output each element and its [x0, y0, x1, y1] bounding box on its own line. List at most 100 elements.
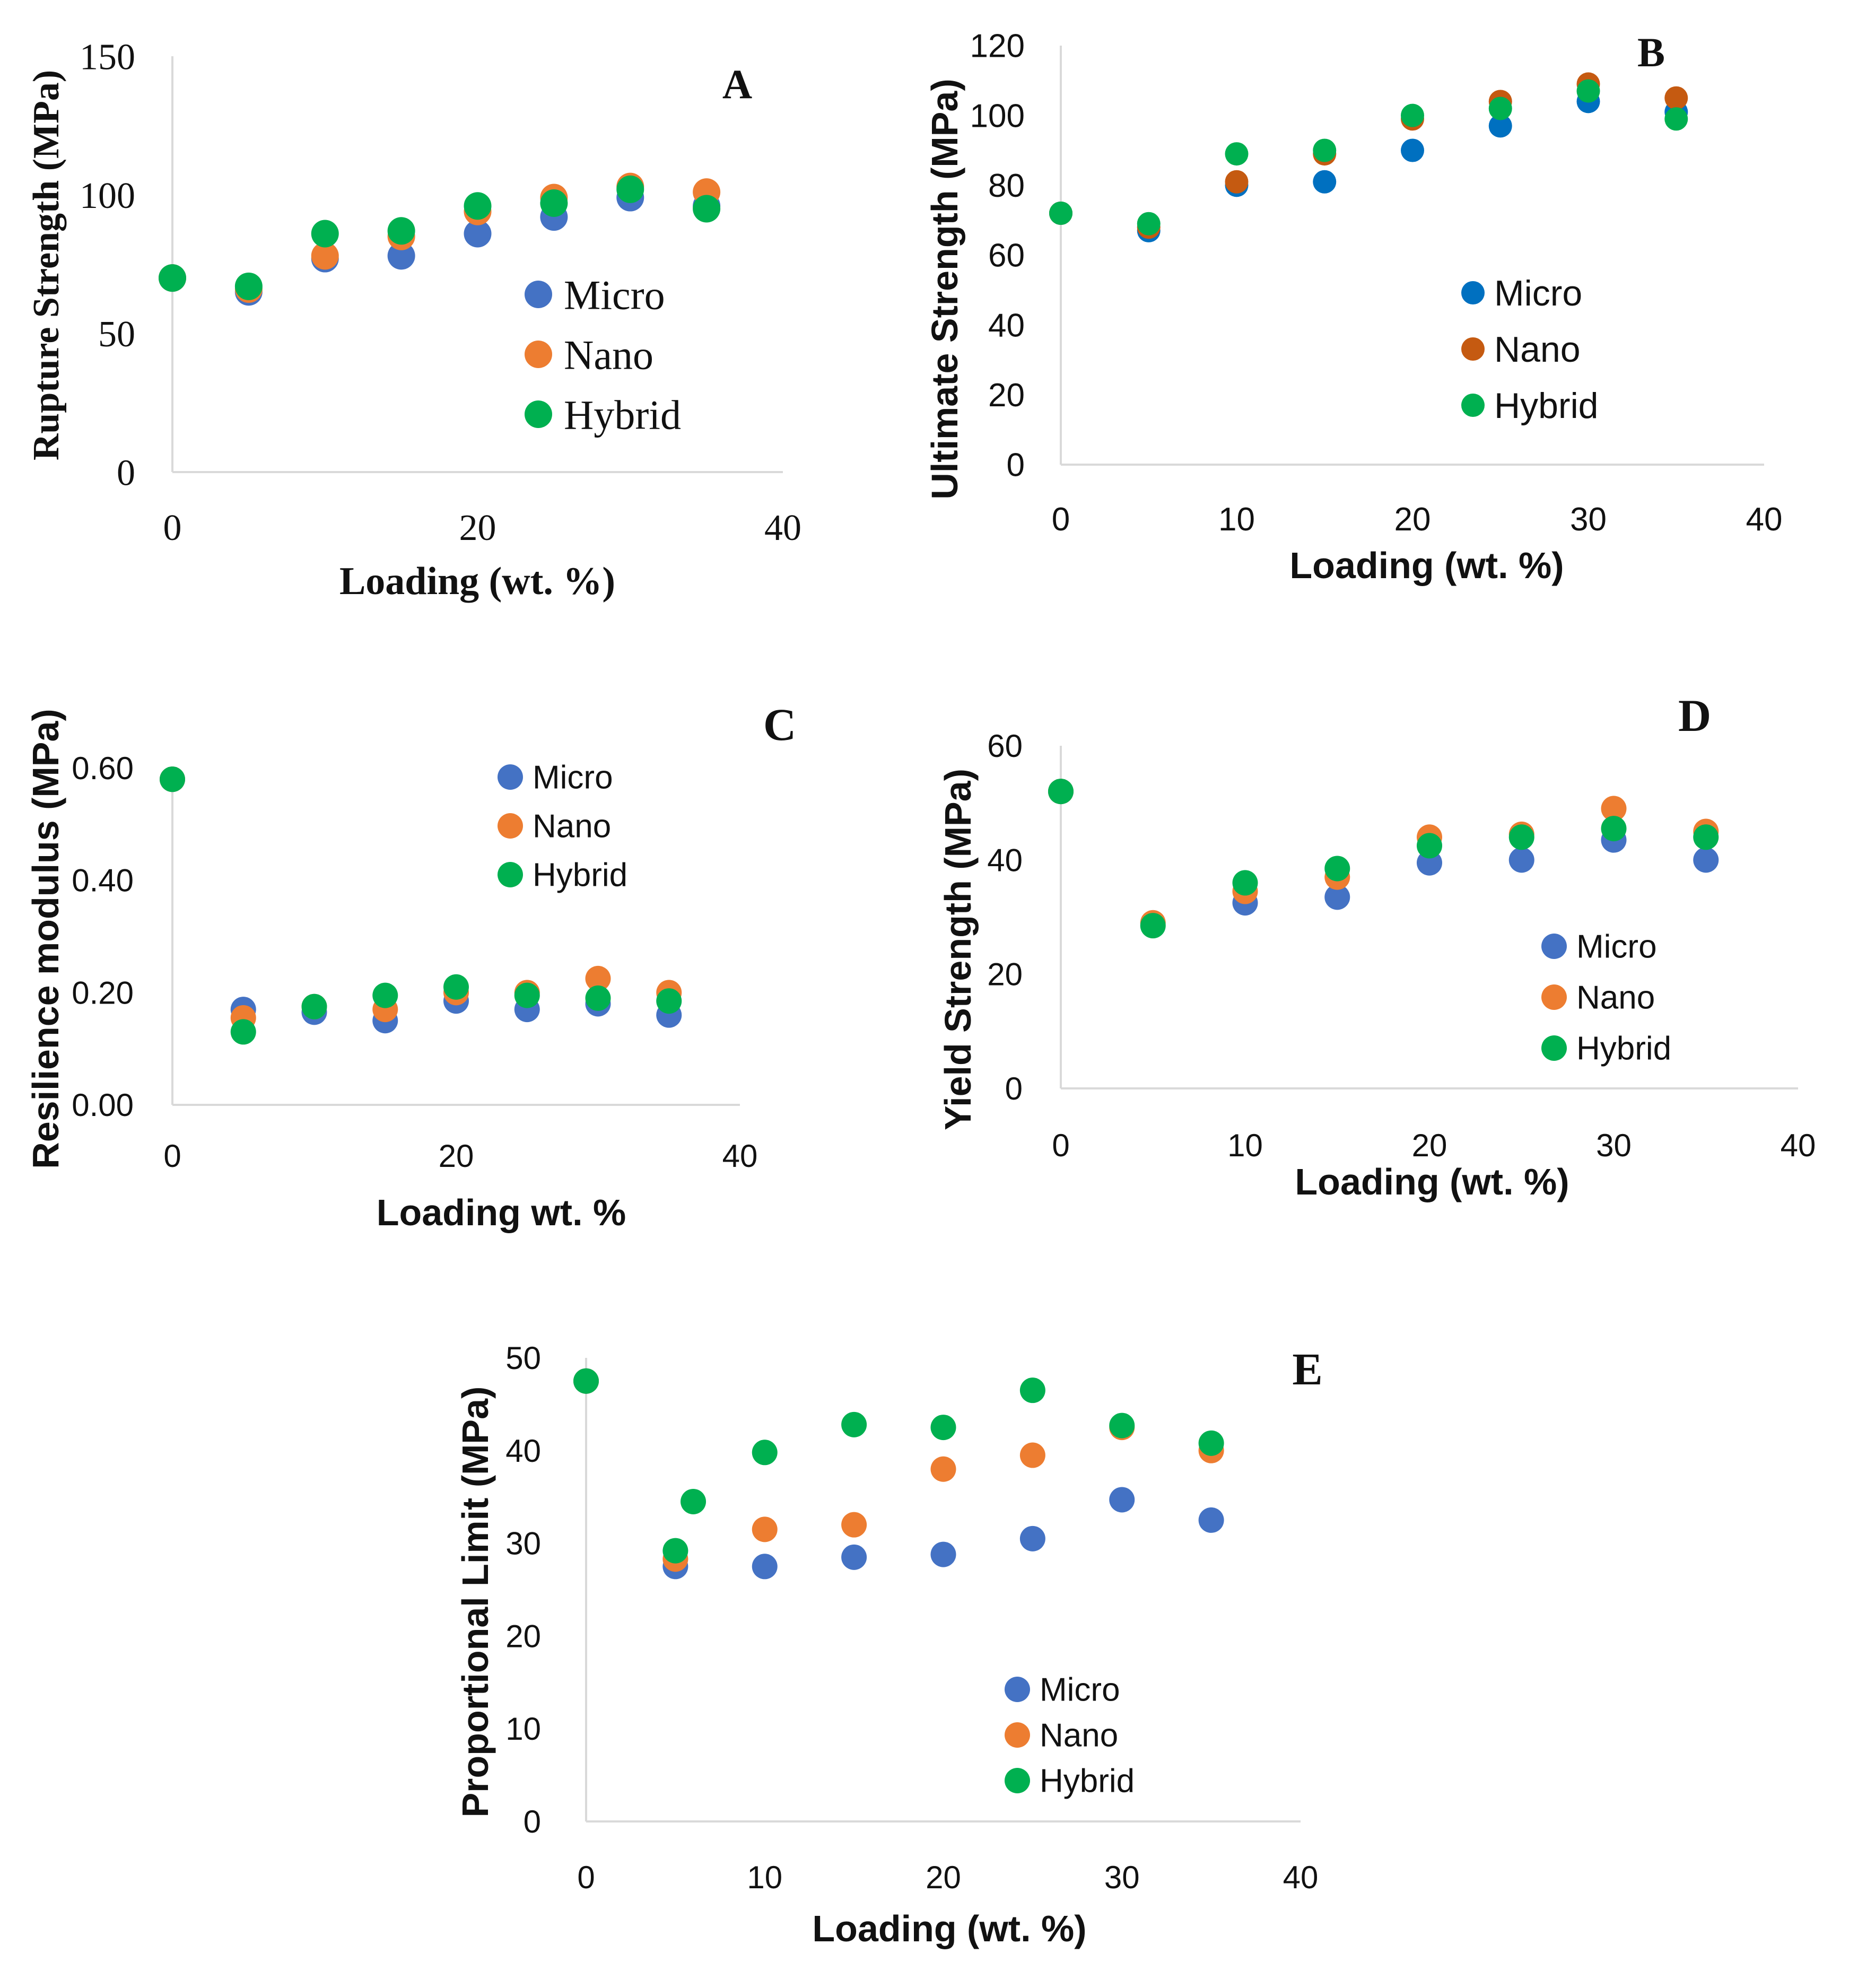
x-tick-label: 20	[459, 508, 496, 548]
legend-marker-hybrid	[1461, 394, 1485, 417]
data-point-nano	[1225, 170, 1249, 194]
y-tick-label: 60	[987, 728, 1023, 764]
data-point-hybrid	[443, 974, 469, 1000]
panel-label: A	[722, 61, 752, 107]
data-point-hybrid	[1232, 870, 1258, 896]
x-tick-label: 0	[163, 1138, 181, 1174]
data-point-nano	[752, 1516, 778, 1542]
y-tick-label: 50	[98, 314, 135, 355]
y-tick-label: 50	[505, 1340, 541, 1376]
y-tick-label: 40	[987, 842, 1023, 878]
data-point-hybrid	[1576, 79, 1600, 103]
data-point-hybrid	[656, 988, 682, 1014]
data-point-micro	[752, 1554, 778, 1580]
data-point-micro	[1313, 170, 1337, 194]
data-point-hybrid	[464, 192, 492, 220]
x-tick-label: 10	[747, 1860, 782, 1895]
x-tick-label: 10	[1218, 501, 1255, 538]
data-point-hybrid	[1601, 816, 1627, 842]
chart-panel-c: 0 20 40 0.00 0.20 0.40 0.60 Loading wt. % Resili…	[25, 699, 796, 1233]
y-tick-label: 20	[505, 1618, 541, 1654]
legend: Micro Nano Hybrid	[1005, 1672, 1135, 1800]
data-point-nano	[841, 1512, 867, 1538]
legend-marker-micro	[1541, 934, 1567, 959]
legend-label-nano: Nano	[1576, 980, 1655, 1016]
data-point-micro	[387, 242, 415, 270]
y-tick-label: 0.60	[72, 751, 134, 786]
y-tick-label: 0.00	[72, 1087, 134, 1123]
legend-marker-nano	[1461, 337, 1485, 361]
legend-label-nano: Nano	[533, 808, 611, 845]
legend-label-nano: Nano	[1040, 1717, 1118, 1754]
data-point-micro	[1324, 884, 1350, 910]
chart-panel-a: 0 20 40 0 50 100 150 Loading (wt. %) Rupture Str…	[26, 37, 801, 604]
data-point-hybrid	[1508, 824, 1534, 850]
legend-marker-hybrid	[1005, 1768, 1030, 1793]
x-tick-label: 30	[1570, 501, 1607, 538]
legend-marker-hybrid	[1541, 1035, 1567, 1061]
data-point-nano	[1664, 86, 1688, 110]
legend-label-micro: Micro	[1494, 273, 1582, 313]
y-tick-label: 150	[80, 37, 135, 78]
legend: Micro Nano Hybrid	[498, 760, 627, 894]
legend-label-hybrid: Hybrid	[1576, 1031, 1671, 1067]
legend-label-micro: Micro	[1576, 929, 1657, 965]
y-tick-label: 0	[1007, 447, 1025, 484]
y-tick-label: 0	[524, 1804, 541, 1839]
y-tick-label: 80	[988, 168, 1025, 204]
data-point-hybrid	[573, 1368, 599, 1394]
data-point-nano	[1601, 796, 1627, 822]
data-point-nano	[930, 1456, 956, 1482]
legend-label-nano: Nano	[564, 332, 653, 378]
data-point-hybrid	[1198, 1430, 1224, 1456]
x-tick-label: 40	[1781, 1128, 1816, 1163]
y-tick-label: 60	[988, 238, 1025, 274]
x-tick-label: 40	[722, 1138, 758, 1174]
data-point-hybrid	[662, 1538, 688, 1564]
series-hybrid	[1048, 779, 1719, 939]
legend-marker-nano	[1005, 1722, 1030, 1748]
series-hybrid	[159, 175, 721, 300]
data-point-micro	[1019, 1525, 1045, 1551]
x-axis-title: Loading (wt. %)	[1295, 1161, 1569, 1202]
data-point-hybrid	[230, 1019, 256, 1045]
y-axis-title: Proportional Limit (MPa)	[455, 1387, 496, 1818]
panel-label: B	[1637, 29, 1665, 75]
y-axis-title: Ultimate Strength (MPa)	[924, 79, 965, 499]
data-point-micro	[1508, 847, 1534, 873]
x-tick-label: 10	[1227, 1128, 1263, 1163]
y-tick-label: 0	[1005, 1071, 1023, 1106]
data-point-hybrid	[1693, 824, 1719, 850]
chart-panel-e: 0 10 20 30 40 0 10 20 30 40 50 Loading (wt. %) Propo…	[455, 1340, 1323, 1949]
y-tick-label: 120	[970, 28, 1025, 65]
legend: Micro Nano Hybrid	[1461, 273, 1599, 426]
chart-panel-d: 0 10 20 30 40 0 20 40 60 Loading (wt. %) Yield Str…	[937, 690, 1816, 1202]
x-tick-label: 30	[1104, 1860, 1140, 1895]
data-point-hybrid	[514, 982, 540, 1008]
data-point-nano	[585, 965, 611, 991]
x-tick-label: 0	[1052, 501, 1070, 538]
x-tick-label: 20	[439, 1138, 474, 1174]
panel-label: E	[1292, 1344, 1322, 1394]
y-tick-label: 0.20	[72, 975, 134, 1010]
data-point-hybrid	[1109, 1412, 1135, 1438]
x-tick-label: 40	[764, 508, 801, 548]
data-point-hybrid	[585, 985, 611, 1011]
data-point-micro	[1109, 1487, 1135, 1513]
legend-marker-micro	[498, 764, 523, 790]
data-point-micro	[464, 220, 492, 248]
data-point-hybrid	[372, 982, 398, 1008]
y-tick-label: 20	[988, 377, 1025, 414]
legend-marker-micro	[525, 281, 552, 308]
data-point-hybrid	[1048, 779, 1074, 805]
data-point-hybrid	[1401, 103, 1424, 127]
y-axis-title: Resilience modulus (MPa)	[25, 709, 66, 1169]
legend-label-hybrid: Hybrid	[533, 857, 627, 894]
data-point-hybrid	[301, 993, 327, 1019]
series-nano	[1048, 779, 1719, 936]
legend: Micro Nano Hybrid	[525, 272, 681, 438]
data-point-micro	[1693, 847, 1719, 873]
x-tick-label: 20	[926, 1860, 961, 1895]
x-tick-label: 30	[1596, 1128, 1632, 1163]
